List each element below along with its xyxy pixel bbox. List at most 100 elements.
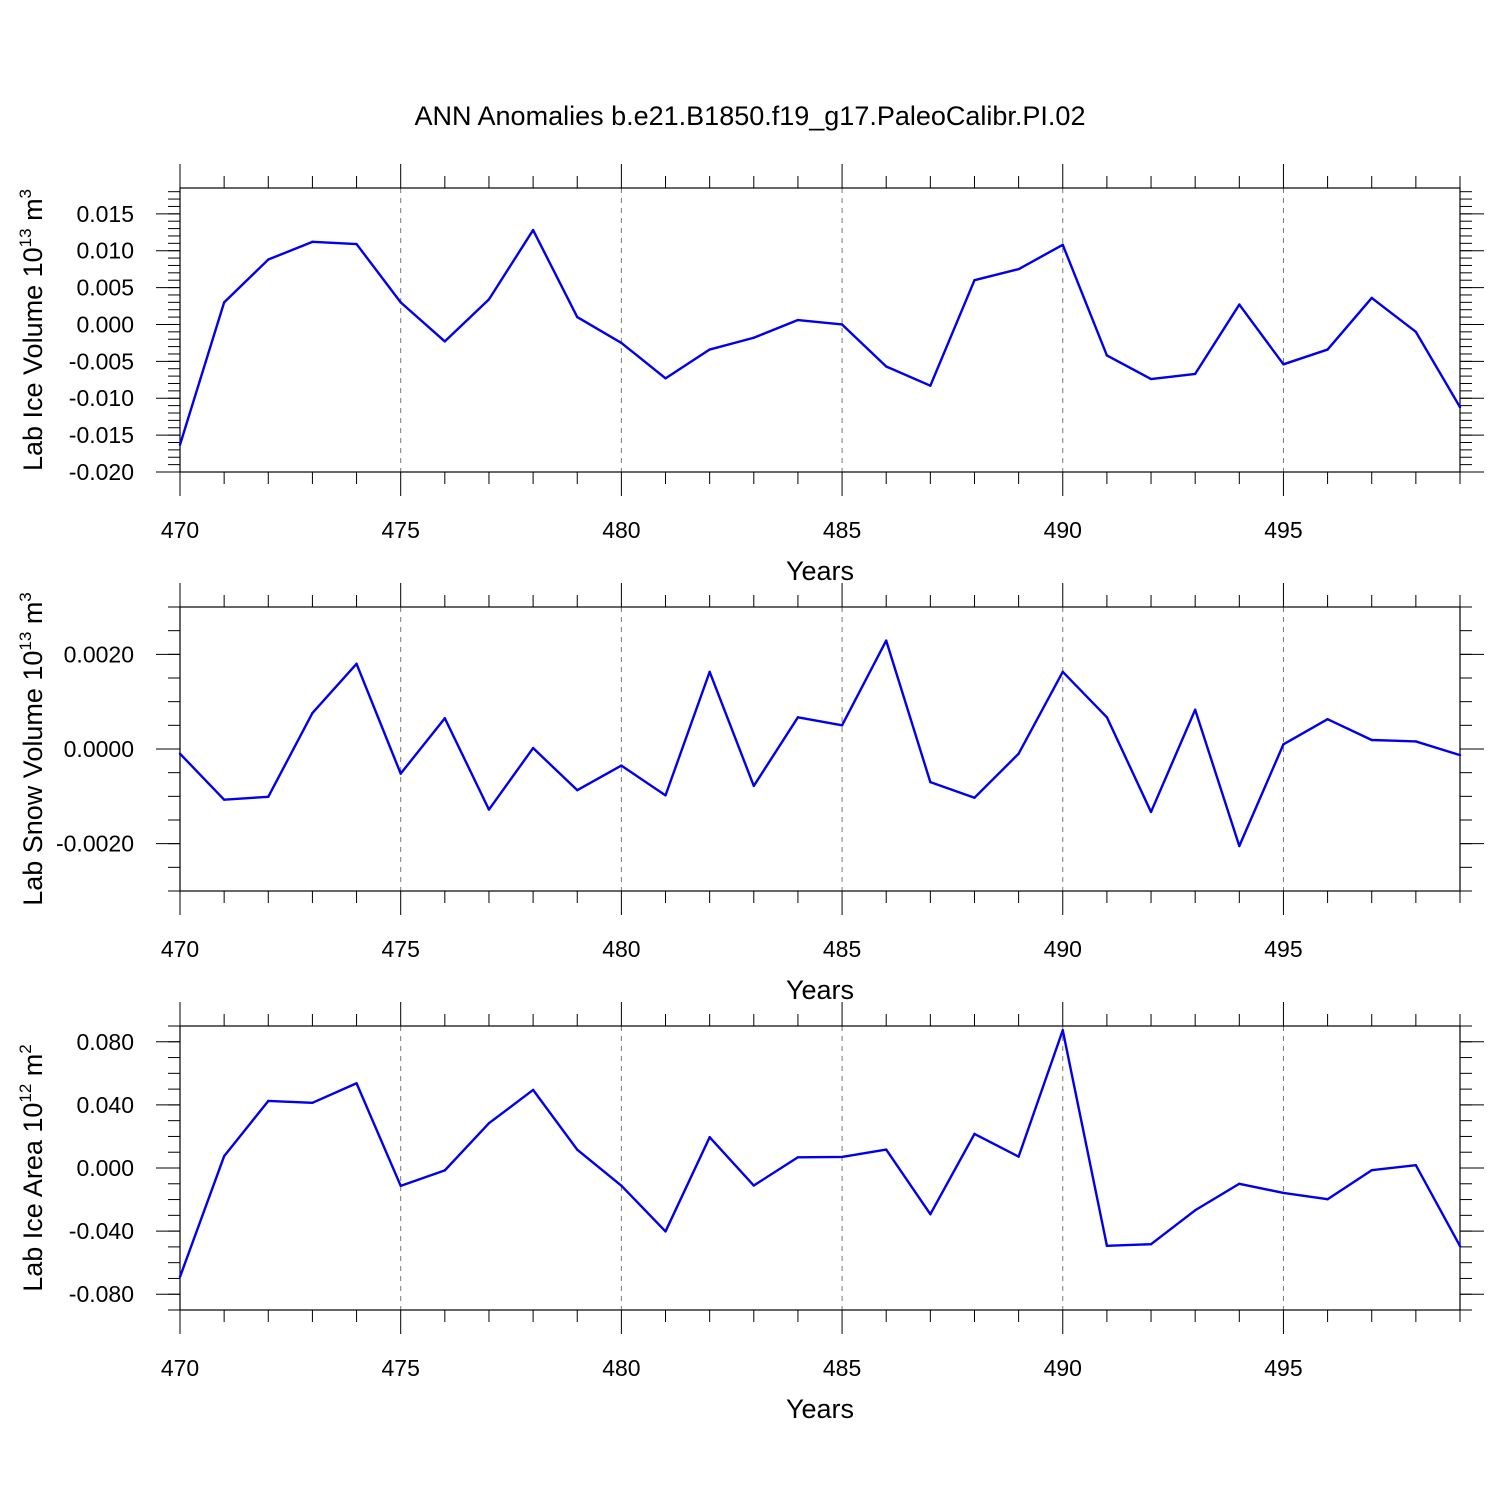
data-point <box>355 1082 358 1085</box>
plot-frame <box>179 1025 1461 1311</box>
data-point <box>796 716 800 719</box>
x-tick-label: 480 <box>602 936 640 962</box>
data-point <box>752 784 755 788</box>
y-axis-title-exponent: 12 <box>16 1084 35 1103</box>
y-axis-title-text: Lab Ice Volume 10 <box>18 247 48 471</box>
data-point <box>664 377 667 380</box>
data-series-line <box>178 1029 1462 1278</box>
y-tick-label: 0.000 <box>76 1155 134 1181</box>
x-tick-label: 495 <box>1264 1355 1302 1381</box>
data-point <box>885 1148 888 1151</box>
data-point <box>1017 752 1020 755</box>
data-point <box>1149 377 1153 381</box>
data-point <box>1061 1029 1064 1032</box>
y-tick-label: -0.020 <box>69 459 134 485</box>
data-point <box>885 365 888 368</box>
plot-frame <box>179 187 1461 473</box>
data-point <box>1326 717 1329 721</box>
data-point <box>531 228 535 232</box>
x-tick-label: 490 <box>1044 936 1082 962</box>
x-axis-title: Years <box>786 1394 854 1424</box>
data-point <box>1149 810 1153 814</box>
x-tick-label: 470 <box>161 1355 199 1381</box>
x-tick-label: 475 <box>382 1355 420 1381</box>
data-point <box>840 724 844 727</box>
x-tick-label: 470 <box>161 936 199 962</box>
data-point <box>929 1213 932 1216</box>
x-tick-label: 485 <box>823 936 861 962</box>
data-point <box>355 662 358 665</box>
data-point <box>1370 738 1373 742</box>
y-axis-title-unit-exponent: 3 <box>16 592 35 601</box>
data-point <box>267 795 270 799</box>
x-tick-label: 480 <box>602 1355 640 1381</box>
data-point <box>620 341 623 345</box>
y-axis-title: Lab Ice Volume 1013 m3 <box>16 189 48 471</box>
y-tick-label: -0.010 <box>69 385 134 411</box>
data-series-line <box>178 228 1462 446</box>
data-point <box>1458 753 1462 757</box>
data-point <box>1017 1155 1020 1158</box>
data-point <box>178 1275 182 1279</box>
x-tick-label: 495 <box>1264 517 1302 543</box>
data-point <box>267 258 270 261</box>
y-tick-label: -0.005 <box>69 348 134 374</box>
x-tick-label: 490 <box>1044 517 1082 543</box>
data-point <box>708 1136 711 1139</box>
data-point <box>1105 716 1109 719</box>
y-tick-label: 0.0020 <box>64 641 134 667</box>
data-point <box>1458 405 1462 409</box>
data-point <box>1238 844 1241 848</box>
data-point <box>311 1101 314 1105</box>
data-point <box>1238 1182 1241 1185</box>
chart-panel-2: 470 475 480 485 490 495 0.0020 0.0000 -0.0020 Yea… <box>16 583 1484 1005</box>
y-tick-label: 0.000 <box>76 311 134 337</box>
data-point <box>222 1154 226 1158</box>
data-point <box>1193 1209 1197 1212</box>
x-tick-label: 475 <box>382 517 420 543</box>
y-axis-title-exponent: 13 <box>16 632 35 651</box>
data-point <box>443 340 447 343</box>
data-point <box>399 772 402 775</box>
data-point <box>311 711 314 715</box>
data-point <box>620 764 623 767</box>
chart-panel-1: 470 475 480 485 490 495 0.015 0.010 0.005 0.000 -0… <box>16 164 1484 586</box>
y-tick-label: 0.010 <box>76 238 134 264</box>
data-point <box>355 242 358 246</box>
data-point <box>973 279 976 282</box>
y-tick-label: -0.0020 <box>56 831 134 857</box>
data-point <box>399 301 402 304</box>
y-tick-label: 0.015 <box>76 201 134 227</box>
data-point <box>840 323 844 326</box>
data-point <box>752 1184 755 1187</box>
x-tick-label: 475 <box>382 936 420 962</box>
data-point <box>1458 1244 1462 1248</box>
data-point <box>1193 708 1197 711</box>
x-axis-title: Years <box>786 975 854 1005</box>
data-point <box>1061 243 1064 246</box>
y-axis-title-unit-exponent: 3 <box>16 189 35 198</box>
data-point <box>708 670 711 674</box>
y-tick-label: -0.080 <box>69 1281 134 1307</box>
y-tick-label: 0.005 <box>76 275 134 301</box>
data-point <box>311 240 314 244</box>
data-series-line <box>179 639 1461 848</box>
data-point <box>487 808 491 811</box>
x-tick-label: 470 <box>161 517 199 543</box>
y-tick-label: 0.080 <box>76 1029 134 1055</box>
y-axis-title-unit: m <box>18 602 48 632</box>
data-point <box>1326 348 1329 351</box>
data-point <box>267 1099 270 1103</box>
data-point <box>620 1184 623 1187</box>
chart-panel-3: 470 475 480 485 490 495 0.080 0.040 0.000 -0.040 -… <box>16 1002 1484 1424</box>
figure-title: ANN Anomalies b.e21.B1850.f19_g17.PaleoC… <box>415 101 1086 131</box>
chart-panels: 470 475 480 485 490 495 0.015 0.010 0.005 0.000 -0… <box>16 164 1484 1424</box>
y-axis-title-unit: m <box>18 198 48 228</box>
data-point <box>1282 363 1285 366</box>
data-point <box>885 639 888 642</box>
plot-frame <box>179 606 1461 892</box>
data-point <box>576 315 579 319</box>
data-point <box>1282 1191 1285 1195</box>
x-tick-label: 485 <box>823 517 861 543</box>
y-tick-label: 0.0000 <box>64 736 134 762</box>
